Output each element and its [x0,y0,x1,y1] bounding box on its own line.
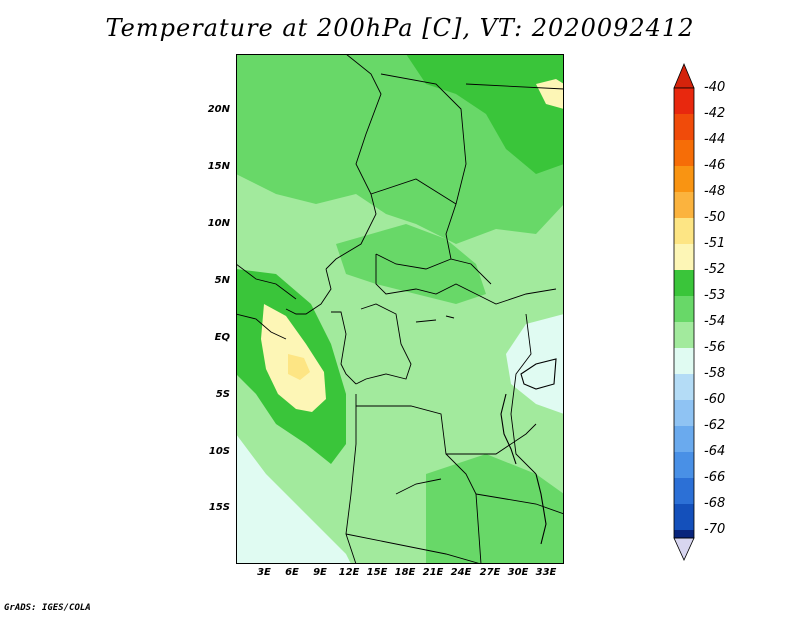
colorbar-bin-0 [674,88,694,114]
lon-label-18e: 18E [394,567,416,578]
lat-label-eq: EQ [214,332,230,343]
lat-label-10s: 10S [208,446,230,457]
colorbar-bin-8 [674,296,694,322]
lake-outlines [415,315,557,545]
legend-label-15: -66 [704,470,726,485]
lat-label-10n: 10N [207,218,230,229]
lat-label-20n: 20N [207,104,230,115]
colorbar-bin-11 [674,374,694,400]
lat-label-15n: 15N [207,161,230,172]
field-band-northeast [406,54,564,174]
legend-label-1: -42 [704,106,726,121]
temperature-map [236,54,564,564]
colorbar-bin-4 [674,192,694,218]
legend-label-8: -53 [704,288,726,303]
legend-label-9: -54 [704,314,726,329]
lon-label-27e: 27E [479,567,501,578]
colorbar-frame [673,87,695,539]
legend-label-11: -58 [704,366,726,381]
legend-label-17: -70 [704,522,726,537]
colorbar-bin-5 [674,218,694,244]
colorbar-bin-1 [674,114,694,140]
field-band-southeast [426,454,564,564]
legend-label-16: -68 [704,496,726,511]
colorbar-bin-3 [674,166,694,192]
legend-label-0: -40 [704,80,726,95]
field-warm-northeast [536,79,564,109]
colorbar-bin-6 [674,244,694,270]
colorbar-bin-10 [674,348,694,374]
lon-label-3e: 3E [257,567,271,578]
legend-label-4: -48 [704,184,726,199]
colorbar-bin-16 [674,504,694,530]
colorbar-bin-15 [674,478,694,504]
footer-credit: GrADS: IGES/COLA [4,603,91,613]
legend-label-5: -50 [704,210,726,225]
field-cool-southwest [236,434,351,564]
field-cool-east [506,314,564,414]
colorbar-bin-2 [674,140,694,166]
legend-label-14: -64 [704,444,726,459]
colorbar-bin-17 [674,530,694,538]
lat-label-5s: 5S [215,389,230,400]
country-boundaries [236,54,564,564]
colorbar-bin-12 [674,400,694,426]
colorbar-bin-7 [674,270,694,296]
legend-label-10: -56 [704,340,726,355]
lon-label-30e: 30E [507,567,529,578]
field-warmer-core [288,354,310,380]
colorbar-under-triangle [673,537,695,561]
lon-label-9e: 9E [313,567,327,578]
lon-label-6e: 6E [285,567,299,578]
legend-label-7: -52 [704,262,726,277]
lon-label-21e: 21E [422,567,444,578]
field-band-central [336,224,486,304]
colorbar-bin-13 [674,426,694,452]
chart-title: Temperature at 200hPa [C], VT: 202009241… [105,14,695,42]
colorbar-bin-9 [674,322,694,348]
map-frame [236,54,564,564]
legend-label-13: -62 [704,418,726,433]
lon-label-15e: 15E [366,567,388,578]
lon-label-24e: 24E [450,567,472,578]
legend-label-2: -44 [704,132,726,147]
legend-label-3: -46 [704,158,726,173]
colorbar-bin-14 [674,452,694,478]
colorbar-over-triangle [673,62,695,89]
legend-label-12: -60 [704,392,726,407]
lat-label-15s: 15S [208,502,230,513]
lon-label-33e: 33E [535,567,557,578]
lat-label-5n: 5N [214,275,230,286]
legend-label-6: -51 [704,236,726,251]
lon-label-12e: 12E [338,567,360,578]
colorbar [673,62,695,561]
